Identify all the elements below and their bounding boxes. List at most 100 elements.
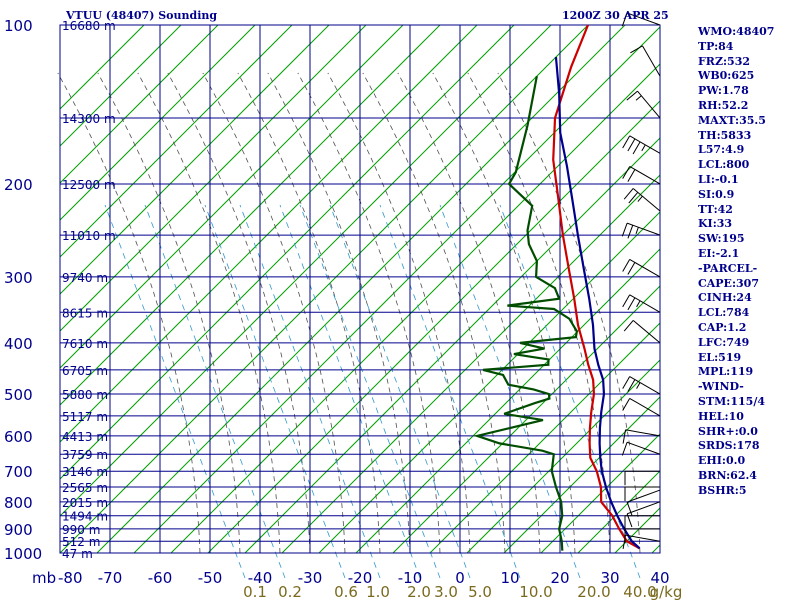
wind-barb — [623, 188, 661, 212]
isotherm-line — [355, 248, 661, 554]
temperature-tick-label: -40 — [248, 569, 273, 587]
wind-barb — [621, 222, 661, 239]
wind-barb — [622, 534, 661, 550]
stat-line: LFC:749 — [698, 335, 750, 349]
isotherm-line — [59, 24, 589, 554]
wind-barb — [622, 429, 661, 444]
stat-line: CINH:24 — [698, 291, 752, 305]
stat-line: KI:33 — [698, 217, 733, 231]
temperature-tick-label: -60 — [148, 569, 173, 587]
pressure-tick-label: 200 — [4, 176, 33, 194]
stat-line: PW:1.78 — [698, 84, 749, 98]
mixing-ratio-label: 3.0 — [434, 583, 458, 600]
mixing-ratio-label: 0.2 — [278, 583, 302, 600]
height-labels: 16680 m 14300 m 12500 m 11010 m 9740 m 8615 m… — [62, 19, 116, 561]
mixing-ratio-label: 5.0 — [468, 583, 492, 600]
isotherm-line — [577, 470, 661, 554]
wind-barb — [622, 397, 661, 417]
wind-barb — [624, 515, 660, 530]
wind-barb — [621, 441, 661, 456]
stat-line: LCL:784 — [698, 306, 750, 320]
wind-barb — [626, 90, 661, 119]
temperature-tick-label: -70 — [98, 569, 123, 587]
pressure-tick-label: 500 — [4, 386, 33, 404]
height-label: 3759 m — [62, 448, 108, 462]
dry-adiabat-line — [237, 72, 381, 554]
dry-adiabat-line — [467, 72, 611, 554]
pressure-tick-label: 900 — [4, 521, 33, 539]
isotherm-line — [59, 24, 515, 480]
isotherm-line — [466, 359, 661, 554]
height-label: 2015 m — [62, 496, 108, 510]
wind-barb — [622, 376, 661, 395]
stat-line: SHR+:0.0 — [698, 424, 758, 438]
isotherm-line — [59, 24, 182, 147]
sounding-time: 1200Z 30 APR 25 — [562, 9, 669, 22]
isotherm-line — [96, 24, 626, 554]
dry-adiabat-line — [327, 72, 471, 554]
height-label: 512 m — [62, 535, 100, 549]
height-label: 5880 m — [62, 388, 108, 402]
height-label: 2565 m — [62, 481, 108, 495]
isotherm-line — [429, 322, 661, 554]
isotherm-line — [59, 24, 404, 369]
wind-barb — [623, 320, 661, 344]
isotherm-line — [59, 24, 219, 184]
stat-line: FRZ:532 — [698, 54, 751, 68]
mixing-ratio-label: g/kg — [650, 583, 683, 600]
height-label: 12500 m — [62, 178, 116, 192]
height-label: 8615 m — [62, 306, 108, 320]
stat-line: SRDS:178 — [698, 439, 760, 453]
wind-barb — [624, 470, 660, 486]
dry-adiabat-line — [167, 72, 311, 554]
pressure-tick-label: 600 — [4, 428, 33, 446]
wind-barb — [622, 135, 661, 155]
wind-barb — [621, 12, 661, 27]
stat-line: EHI:0.0 — [698, 454, 746, 468]
height-label: 6705 m — [62, 364, 108, 378]
mixing-ratio-label: 0.1 — [243, 583, 267, 600]
wind-barbs — [621, 12, 661, 550]
isotherm-line — [59, 24, 145, 110]
dry-adiabat-line — [97, 72, 241, 554]
temperature-tick-label: 20 — [550, 569, 569, 587]
temperature-tick-label: -80 — [58, 569, 83, 587]
height-label: 14300 m — [62, 112, 116, 126]
pressure-tick-label: 100 — [4, 17, 33, 35]
height-label: 3146 m — [62, 465, 108, 479]
parcel-profile — [554, 56, 641, 550]
stat-line: -WIND- — [698, 380, 744, 394]
isotherm-line — [244, 137, 661, 554]
dry-adiabat-line — [497, 72, 641, 554]
height-label: 11010 m — [62, 229, 116, 243]
stat-line: WMO:48407 — [698, 25, 775, 38]
stat-line: SI:0.9 — [698, 187, 735, 201]
stat-line: BSHR:5 — [698, 483, 747, 497]
pressure-temperature-grid — [59, 24, 661, 554]
temperature-tick-label: -10 — [398, 569, 423, 587]
pressure-tick-label: 1000 — [4, 545, 42, 563]
stat-line: CAP:1.2 — [698, 320, 747, 334]
stat-line: EI:-2.1 — [698, 246, 740, 260]
stat-line: WB0:625 — [698, 69, 755, 83]
dry-adiabats — [57, 72, 641, 554]
dry-adiabat-line — [297, 72, 441, 554]
pressure-tick-label: 800 — [4, 494, 33, 512]
isotherm-line — [133, 26, 661, 554]
mixing-ratio-label: 10.0 — [519, 583, 552, 600]
stat-line: -PARCEL- — [698, 261, 758, 275]
stat-line: MPL:119 — [698, 365, 754, 379]
y-axis-unit-label: mb — [32, 569, 56, 587]
temperature-tick-label: -30 — [298, 569, 323, 587]
dry-adiabat-line — [432, 72, 576, 554]
mixing-ratio-label: 40.0 — [623, 583, 656, 600]
mixing-ratio-label: 20.0 — [577, 583, 610, 600]
temperature-tick-label: 10 — [500, 569, 519, 587]
wind-barb — [624, 486, 660, 502]
stat-line: SW:195 — [698, 232, 745, 246]
mixing-ratio-label: 2.0 — [407, 583, 431, 600]
height-label: 4413 m — [62, 430, 108, 444]
isotherm-line — [651, 544, 661, 554]
stat-line: HEL:10 — [698, 409, 744, 423]
